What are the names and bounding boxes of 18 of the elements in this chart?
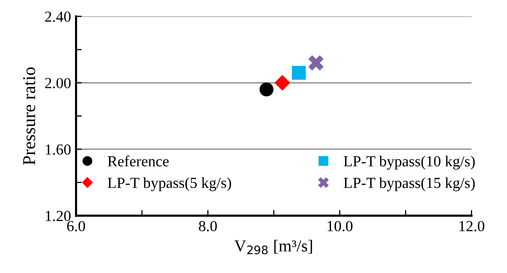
y-tick-label: 1.20	[46, 210, 71, 222]
legend-label: Reference	[108, 156, 169, 166]
y-tick-label: 1.60	[46, 144, 71, 155]
x-tick-label: 8.0	[198, 220, 217, 232]
x-tick-label: 12.0	[459, 220, 484, 232]
x-tick-label: 6.0	[67, 220, 86, 232]
x-axis-title: V$_{298}$ [m³/s]	[234, 240, 312, 254]
point	[260, 82, 274, 96]
point	[292, 66, 306, 80]
y-tick-label: 2.00	[45, 78, 71, 88]
y-axis-title: Pressure ratio	[23, 67, 36, 165]
x-tick-label: 10.0	[328, 220, 352, 232]
point	[308, 55, 324, 71]
legend-label: LP-T bypass(5 kg/s)	[108, 177, 232, 192]
y-tick-label: 2.40	[45, 12, 71, 22]
legend-label: LP-T bypass(15 kg/s)	[344, 177, 475, 192]
point	[274, 74, 290, 91]
legend-label: LP-T bypass(10 kg/s)	[344, 156, 475, 170]
